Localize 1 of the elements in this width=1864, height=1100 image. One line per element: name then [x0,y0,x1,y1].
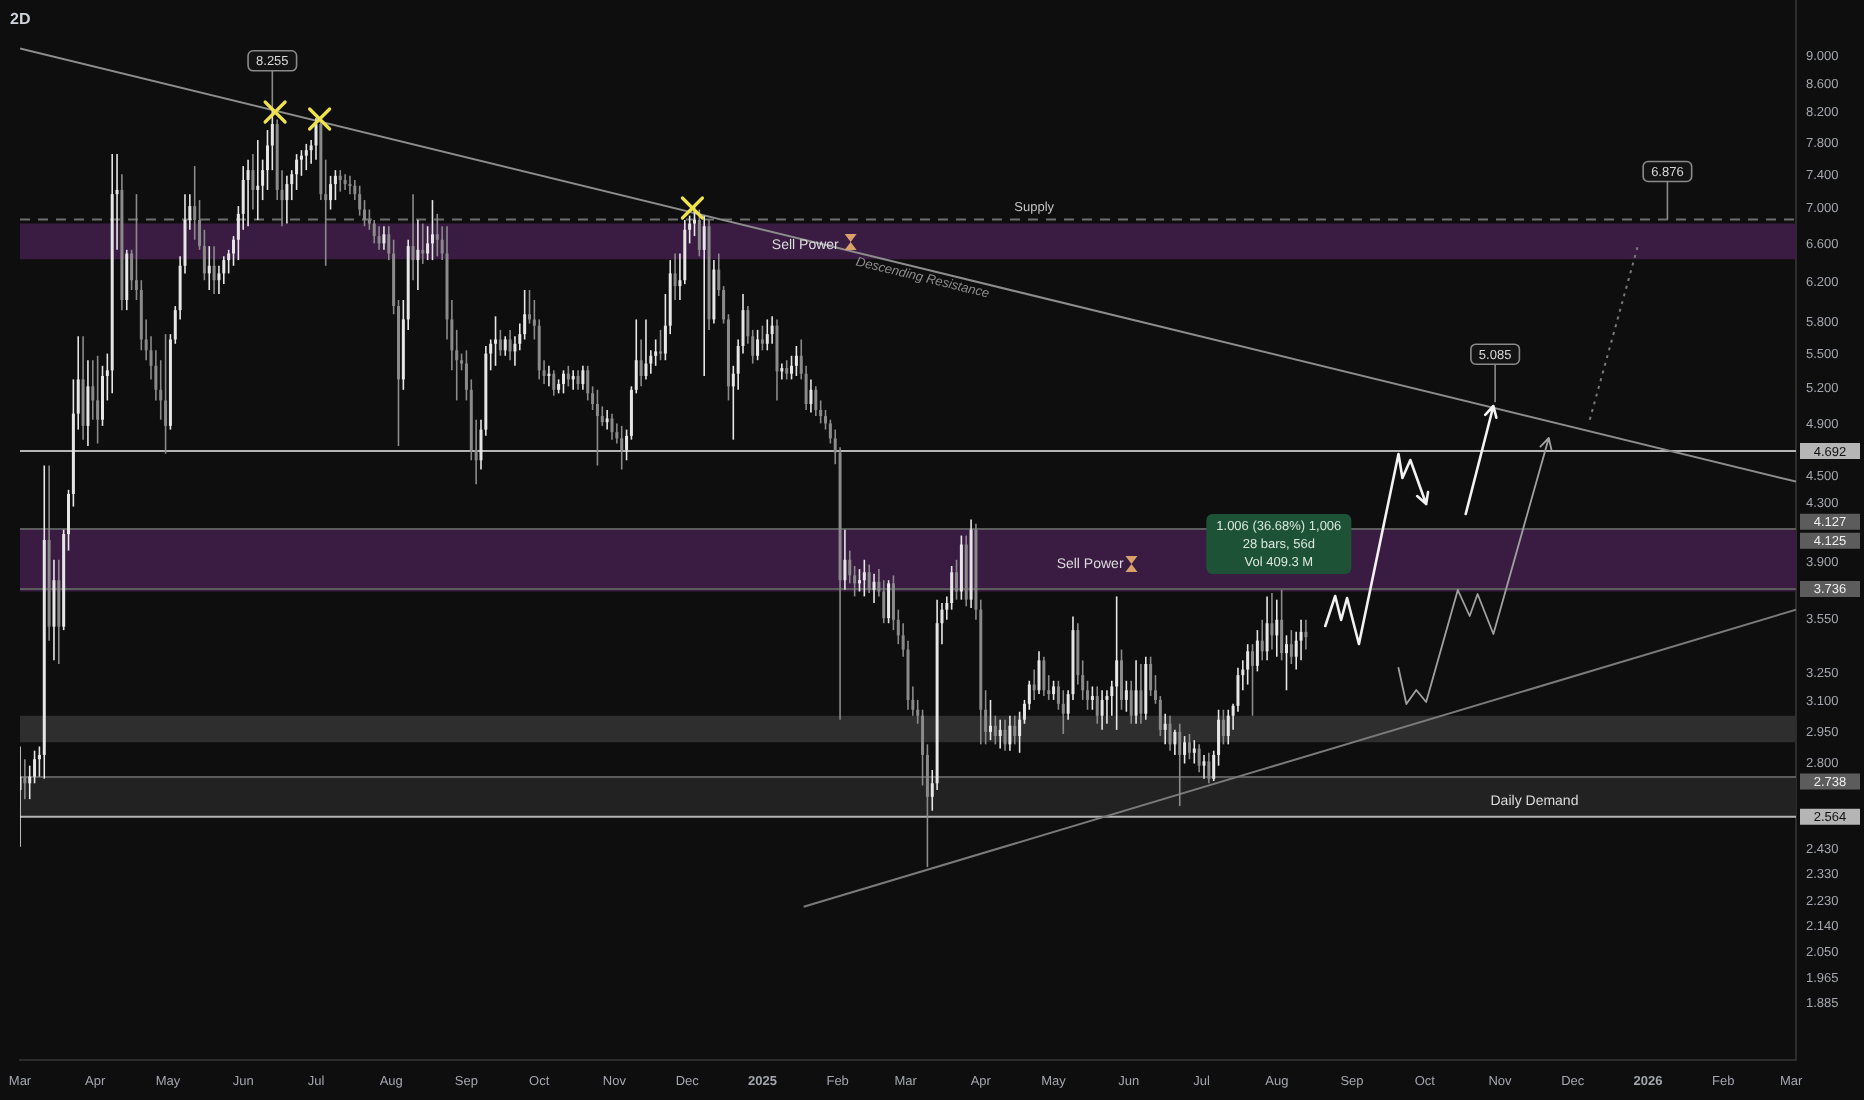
text: 2D [10,10,31,28]
